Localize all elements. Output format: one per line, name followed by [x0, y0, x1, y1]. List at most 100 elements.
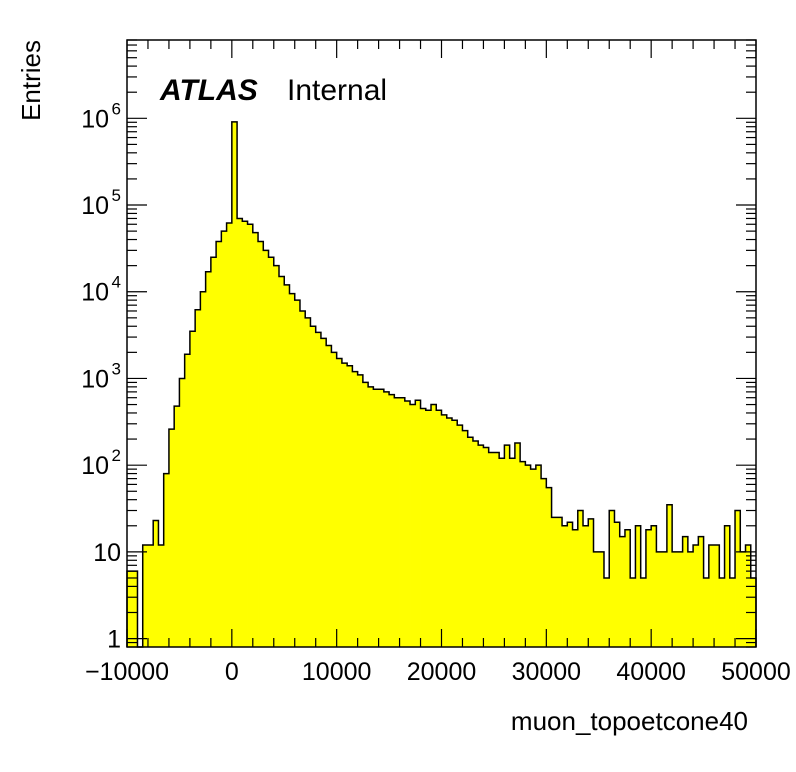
- histogram-bin: [499, 458, 505, 647]
- histogram-bin: [258, 241, 264, 647]
- histogram-bin: [645, 529, 652, 647]
- internal-label: Internal: [287, 74, 387, 107]
- histogram-bin: [472, 440, 479, 647]
- histogram-bin: [404, 400, 411, 647]
- histogram-bin: [399, 397, 406, 647]
- histogram-bin: [546, 487, 552, 647]
- histogram-bin: [483, 447, 490, 647]
- histogram-bin: [310, 326, 317, 647]
- histogram-bin: [362, 382, 369, 647]
- y-tick-label: 1: [107, 626, 121, 654]
- histogram-bin: [294, 300, 301, 647]
- histogram-bin: [530, 469, 537, 647]
- histogram-bin: [132, 571, 138, 647]
- histogram-bin: [509, 458, 516, 647]
- histogram-bin: [514, 443, 521, 647]
- histogram-bin: [698, 536, 704, 647]
- y-tick-exponent: 5: [112, 186, 121, 205]
- histogram-bin: [520, 461, 526, 647]
- histogram-bin: [336, 358, 343, 647]
- histogram-bin: [142, 545, 149, 647]
- histogram-bin: [331, 352, 338, 647]
- histogram-bin: [174, 406, 180, 647]
- histogram-bin: [242, 221, 248, 647]
- histogram-bin: [598, 551, 605, 647]
- x-tick-label: 50000: [721, 658, 791, 686]
- histogram-bin: [551, 517, 558, 647]
- histogram-bin: [441, 414, 448, 647]
- histogram-bin: [624, 529, 631, 647]
- y-tick-label: 10: [93, 539, 121, 567]
- histogram-bin: [535, 465, 542, 647]
- histogram-bin: [687, 551, 694, 647]
- atlas-label: ATLAS: [159, 74, 258, 107]
- histogram-bin: [577, 510, 584, 647]
- histogram-bin: [593, 551, 600, 647]
- y-tick-label: 10: [81, 192, 109, 220]
- histogram-bin: [200, 291, 207, 647]
- histogram-bin: [195, 309, 201, 647]
- histogram-bin: [216, 241, 222, 647]
- histogram-bin: [210, 257, 217, 647]
- histogram-bin: [289, 293, 296, 647]
- x-axis-title: muon_topoetcone40: [511, 706, 748, 736]
- histogram-bin: [525, 465, 532, 647]
- histogram-bin: [572, 529, 579, 647]
- histogram-bin: [373, 389, 379, 647]
- histogram-bin: [153, 520, 159, 647]
- histogram-bin: [163, 473, 170, 647]
- histogram-bin: [410, 404, 416, 647]
- histogram-bin: [619, 536, 626, 647]
- y-tick-label: 10: [81, 452, 109, 480]
- histogram-bin: [279, 276, 285, 647]
- histogram-bin: [588, 518, 594, 647]
- histogram-bin: [446, 417, 453, 647]
- histogram-bin: [436, 410, 442, 647]
- histogram-bin: [661, 551, 668, 647]
- histogram-bin: [609, 510, 615, 647]
- histogram-bin: [467, 437, 474, 647]
- x-tick-label: 40000: [616, 658, 686, 686]
- histogram-bin: [368, 386, 374, 647]
- histogram-bin: [158, 545, 165, 647]
- histogram-bin: [237, 218, 243, 647]
- histogram-bin: [284, 284, 290, 647]
- histogram-bin: [247, 224, 254, 647]
- y-tick-label: 10: [81, 365, 109, 393]
- y-tick-exponent: 6: [112, 99, 121, 118]
- histogram-bin: [315, 332, 322, 647]
- histogram-bin: [719, 577, 725, 647]
- histogram-bin: [179, 378, 186, 647]
- histogram-bin: [168, 429, 175, 647]
- y-tick-label: 10: [81, 105, 109, 133]
- histogram-bin: [745, 545, 752, 647]
- histogram-bin: [714, 545, 720, 647]
- y-tick-exponent: 3: [112, 359, 121, 378]
- histogram-bin: [567, 522, 573, 647]
- y-axis-title: Entries: [16, 40, 46, 121]
- histogram-bin: [724, 525, 731, 647]
- histogram-bin: [231, 121, 238, 648]
- histogram-bin: [268, 257, 275, 647]
- histogram-bin: [635, 525, 642, 647]
- histogram-outline: [126, 121, 757, 648]
- histogram-bin: [640, 577, 647, 647]
- histogram-bin: [184, 354, 191, 647]
- histogram-bin: [478, 445, 484, 647]
- histogram-bin: [740, 551, 746, 647]
- histogram-bin: [341, 363, 348, 647]
- histogram-bin: [562, 525, 568, 647]
- axis-ticks: [126, 39, 757, 648]
- histogram-bin: [383, 391, 390, 647]
- histogram-bin: [273, 265, 280, 647]
- x-tick-labels: −10000 0 10000 20000 30000 40000 50000: [85, 658, 791, 686]
- histogram-bin: [263, 250, 269, 647]
- histogram-bin: [252, 232, 259, 648]
- histogram-bin: [457, 425, 463, 647]
- histogram-bin: [556, 517, 563, 647]
- histogram-bin: [630, 577, 636, 647]
- histogram-bin: [614, 522, 621, 647]
- histogram-bin: [541, 478, 547, 647]
